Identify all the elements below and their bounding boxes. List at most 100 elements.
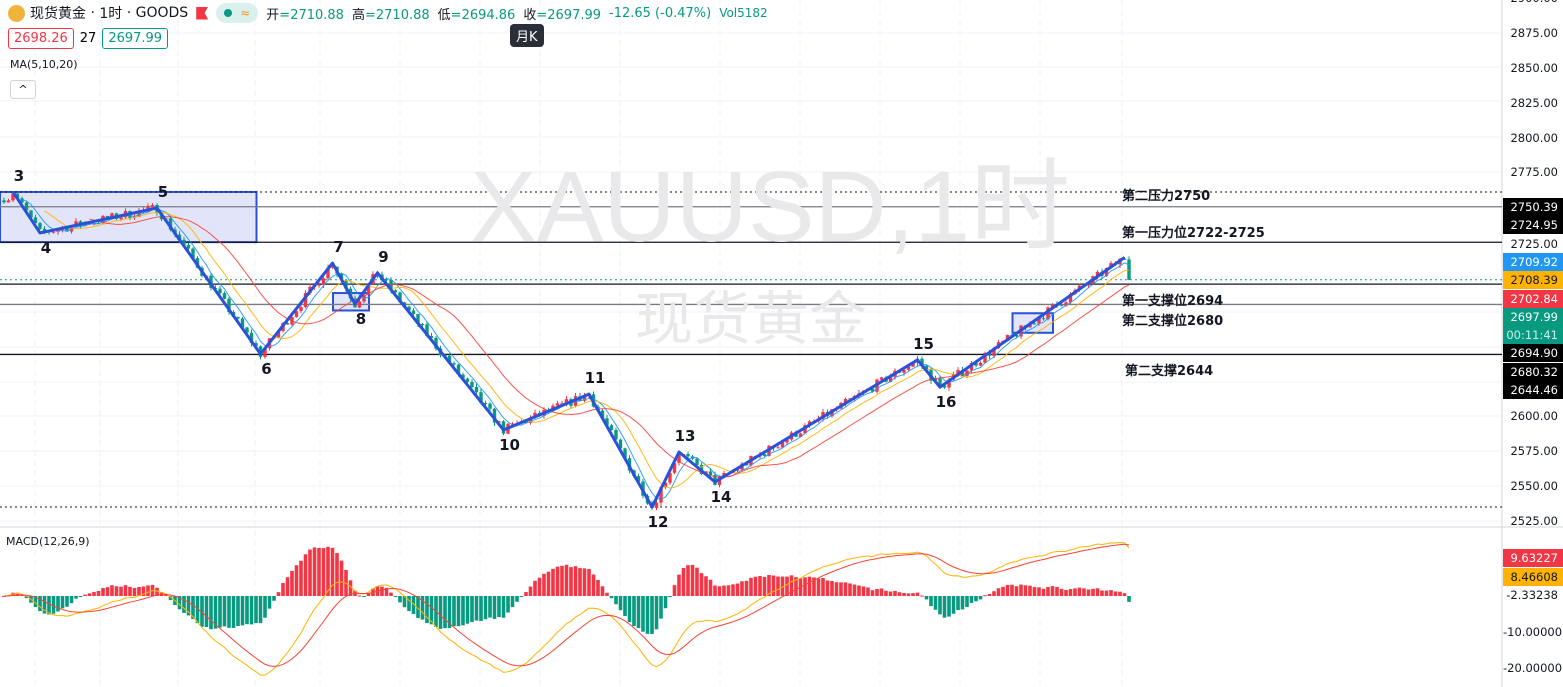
macd-histogram-bar — [393, 596, 398, 597]
macd-histogram-bar — [515, 596, 519, 602]
ma-indicator-label[interactable]: MA(5,10,20) — [10, 58, 78, 71]
candle-body — [276, 331, 281, 338]
level-annotation[interactable]: 第二支撑2644 — [1125, 364, 1214, 380]
candle-body — [614, 429, 618, 440]
macd-histogram-bar — [528, 586, 533, 596]
macd-histogram-bar — [321, 548, 326, 596]
candle-body — [1032, 323, 1037, 325]
macd-histogram-bar — [339, 560, 344, 596]
wave-label: 4 — [40, 238, 52, 257]
macd-histogram-bar — [812, 577, 816, 596]
macd-histogram-bar — [479, 596, 483, 621]
wave-label: 5 — [157, 182, 169, 201]
collapse-indicators-button[interactable]: ^ — [10, 80, 36, 99]
buy-button[interactable]: 2697.99 — [102, 28, 169, 49]
macd-histogram-bar — [249, 596, 254, 625]
macd-histogram-bar — [767, 574, 771, 596]
macd-histogram-bar — [1113, 591, 1118, 596]
macd-histogram-bar — [1032, 587, 1037, 596]
price-tick: 2800.00 — [1510, 130, 1558, 145]
macd-histogram-bar — [969, 596, 974, 603]
level-annotation[interactable]: 第二支撑位2680 — [1122, 314, 1224, 330]
market-status[interactable]: ≈ — [216, 3, 259, 23]
macd-histogram-bar — [416, 596, 420, 619]
macd-histogram-bar — [474, 596, 479, 621]
candle — [488, 402, 492, 412]
macd-histogram-bar — [578, 568, 582, 596]
macd-histogram-bar — [1073, 588, 1077, 596]
price-axis-label: 2694.90 — [1503, 344, 1563, 363]
macd-histogram-bar — [879, 588, 884, 596]
macd-histogram-bar — [996, 588, 1001, 596]
macd-histogram-bar — [24, 596, 29, 599]
price-tick: 2825.00 — [1510, 95, 1558, 110]
macd-histogram-bar — [461, 596, 465, 626]
sell-button[interactable]: 2698.26 — [8, 28, 74, 49]
price-axis-label: 00:11:41 — [1503, 326, 1563, 345]
symbol-name[interactable]: 现货黄金 — [30, 6, 86, 22]
macd-histogram-bar — [317, 547, 321, 596]
price-axis-label: 2709.92 — [1503, 252, 1563, 271]
macd-histogram-bar — [794, 577, 798, 596]
candle-body — [33, 217, 38, 224]
candle-body — [695, 458, 699, 465]
candle-body — [461, 374, 465, 379]
ohlc-low: 低=2694.86 — [437, 7, 516, 23]
exchange: GOODS — [135, 5, 189, 21]
candle-body — [888, 376, 893, 382]
candle-body — [263, 348, 267, 357]
ma5-line — [21, 198, 1130, 500]
gold-logo-icon — [8, 4, 25, 22]
macd-histogram-bar — [627, 596, 632, 623]
candle-body — [497, 421, 501, 423]
ohlc-change: -12.65 (-0.47%) — [609, 5, 712, 21]
level-annotation[interactable]: 第一支撑位2694 — [1122, 294, 1224, 310]
candle-body — [654, 502, 659, 509]
candle — [38, 221, 42, 230]
candle-body — [470, 381, 474, 387]
candle — [609, 423, 614, 431]
macd-histogram-bar — [357, 595, 362, 597]
macd-histogram-bar — [362, 596, 366, 597]
candle-body — [713, 475, 717, 485]
macd-histogram-bar — [2, 596, 6, 597]
macd-histogram-bar — [285, 577, 290, 596]
level-annotation[interactable]: 第二压力2750 — [1122, 188, 1211, 204]
market-open-icon — [224, 9, 233, 17]
macd-histogram-bar — [335, 553, 339, 596]
candle-body — [1014, 334, 1019, 337]
macd-histogram-bar — [933, 596, 938, 610]
level-annotation[interactable]: 第一压力位2722-2725 — [1122, 226, 1265, 242]
candle-body — [965, 370, 969, 376]
price-axis-label: 2680.32 — [1503, 362, 1563, 381]
macd-histogram-bar — [407, 596, 411, 612]
macd-histogram-bar — [974, 596, 978, 602]
wave-label: 9 — [378, 247, 389, 266]
macd-histogram-bar — [524, 592, 528, 596]
candle-body — [411, 310, 416, 314]
candle-body — [1050, 304, 1055, 308]
candle-body — [663, 482, 668, 488]
price-tick: 2550.00 — [1510, 479, 1558, 494]
price-axis-label: 2725.00 — [1503, 234, 1563, 253]
candle — [465, 377, 470, 384]
macd-histogram-bar — [875, 588, 879, 596]
macd-axis-label: -10.00000 — [1503, 623, 1563, 641]
macd-histogram-bar — [186, 596, 191, 616]
candle-body — [1127, 259, 1131, 280]
price-tick: 2875.00 — [1510, 26, 1558, 40]
macd-histogram-bar — [87, 593, 92, 596]
macd-histogram-bar — [33, 596, 38, 608]
macd-histogram-bar — [312, 547, 317, 596]
macd-histogram-bar — [591, 574, 596, 596]
macd-indicator-label[interactable]: MACD(12,26,9) — [6, 535, 90, 548]
candle-body — [609, 425, 614, 430]
macd-histogram-bar — [1100, 590, 1104, 596]
interval[interactable]: 1时 — [99, 6, 123, 22]
candle-body — [186, 244, 191, 249]
consolidation-box — [0, 190, 258, 244]
candle-body — [978, 362, 983, 366]
macd-histogram-bar — [497, 596, 501, 618]
flag-icon[interactable] — [196, 6, 209, 20]
